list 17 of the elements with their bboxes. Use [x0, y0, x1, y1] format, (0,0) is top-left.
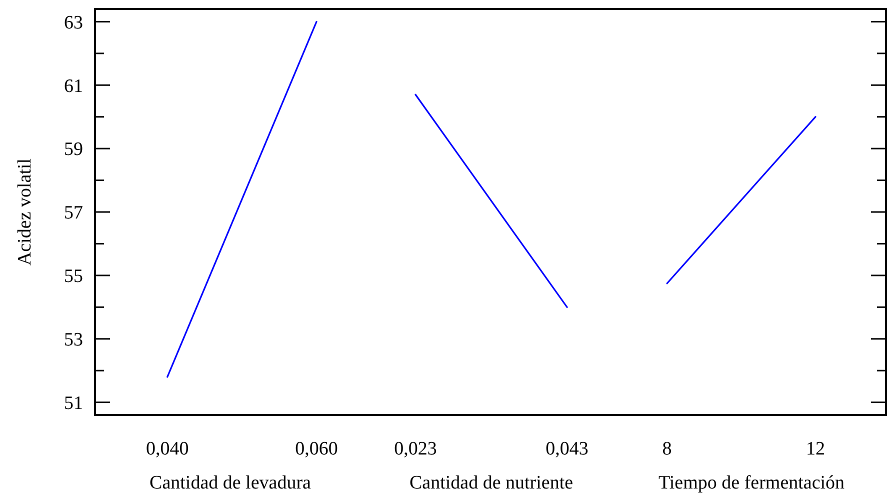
y-tick-label: 55 [64, 266, 83, 288]
x-tick-label: 0,040 [146, 438, 189, 460]
x-tick-label: 0,060 [295, 438, 338, 460]
x-axis-title: Cantidad de nutriente [410, 472, 574, 494]
y-tick-label: 51 [64, 392, 83, 414]
x-tick-label: 0,043 [546, 438, 588, 460]
y-tick-label: 61 [64, 76, 83, 97]
y-tick-label: 53 [64, 330, 83, 351]
x-axis-title: Tiempo de fermentación [658, 472, 846, 494]
x-axis-title: Cantidad de levadura [150, 472, 312, 494]
y-tick-label: 63 [64, 12, 83, 34]
y-tick-label: 57 [64, 202, 83, 224]
y-axis-title: Acidez volatil [14, 158, 36, 266]
x-tick-label: 8 [662, 438, 672, 460]
x-tick-label: 12 [806, 438, 825, 460]
y-tick-label: 59 [64, 139, 83, 160]
x-tick-label: 0,023 [394, 438, 437, 460]
